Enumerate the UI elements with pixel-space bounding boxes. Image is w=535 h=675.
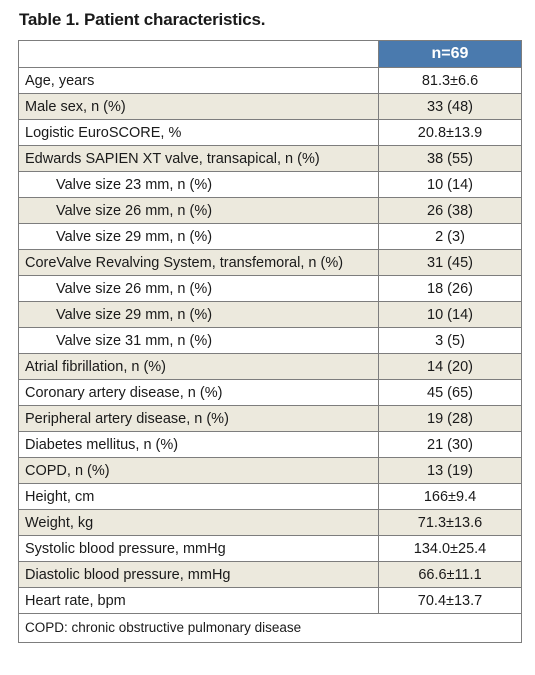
row-value: 70.4±13.7: [378, 587, 522, 614]
row-label: Valve size 26 mm, n (%): [18, 275, 379, 302]
row-value: 14 (20): [378, 353, 522, 380]
row-value: 66.6±11.1: [378, 561, 522, 588]
table-row: CoreValve Revalving System, transfemoral…: [18, 249, 522, 276]
row-label: Valve size 29 mm, n (%): [18, 301, 379, 328]
table-row: Weight, kg 71.3±13.6: [18, 509, 522, 536]
table-row: Coronary artery disease, n (%) 45 (65): [18, 379, 522, 406]
table-row: Diabetes mellitus, n (%) 21 (30): [18, 431, 522, 458]
row-label: Systolic blood pressure, mmHg: [18, 535, 379, 562]
table-row: Male sex, n (%) 33 (48): [18, 93, 522, 120]
table-row: Systolic blood pressure, mmHg 134.0±25.4: [18, 535, 522, 562]
row-value: 31 (45): [378, 249, 522, 276]
table-row: Valve size 23 mm, n (%) 10 (14): [18, 171, 522, 198]
table-row: Valve size 26 mm, n (%) 26 (38): [18, 197, 522, 224]
table-row: Valve size 29 mm, n (%) 2 (3): [18, 223, 522, 250]
row-value: 26 (38): [378, 197, 522, 224]
table-body: Age, years 81.3±6.6 Male sex, n (%) 33 (48)…: [18, 67, 522, 614]
row-label: COPD, n (%): [18, 457, 379, 484]
row-value: 20.8±13.9: [378, 119, 522, 146]
row-value: 21 (30): [378, 431, 522, 458]
table-row: Atrial fibrillation, n (%) 14 (20): [18, 353, 522, 380]
row-value: 18 (26): [378, 275, 522, 302]
footnote-row: COPD: chronic obstructive pulmonary dise…: [18, 613, 522, 643]
row-label: Heart rate, bpm: [18, 587, 379, 614]
table-header-row: n=69: [18, 40, 522, 68]
table-row: Peripheral artery disease, n (%) 19 (28): [18, 405, 522, 432]
row-label: Atrial fibrillation, n (%): [18, 353, 379, 380]
table-row: Diastolic blood pressure, mmHg 66.6±11.1: [18, 561, 522, 588]
row-label: Valve size 26 mm, n (%): [18, 197, 379, 224]
table-row: Heart rate, bpm 70.4±13.7: [18, 587, 522, 614]
patient-characteristics-table: n=69 Age, years 81.3±6.6 Male sex, n (%) 33…: [18, 40, 522, 643]
row-value: 10 (14): [378, 301, 522, 328]
header-label-cell: [18, 40, 379, 68]
footnote: COPD: chronic obstructive pulmonary dise…: [18, 613, 522, 643]
header-n-cell: n=69: [378, 40, 522, 68]
table-row: Valve size 26 mm, n (%) 18 (26): [18, 275, 522, 302]
row-label: Valve size 29 mm, n (%): [18, 223, 379, 250]
table-row: Valve size 31 mm, n (%) 3 (5): [18, 327, 522, 354]
row-value: 33 (48): [378, 93, 522, 120]
row-label: Diabetes mellitus, n (%): [18, 431, 379, 458]
row-label: Logistic EuroSCORE, %: [18, 119, 379, 146]
row-value: 19 (28): [378, 405, 522, 432]
row-value: 134.0±25.4: [378, 535, 522, 562]
table-row: Valve size 29 mm, n (%) 10 (14): [18, 301, 522, 328]
row-label: Male sex, n (%): [18, 93, 379, 120]
row-value: 2 (3): [378, 223, 522, 250]
row-label: Valve size 31 mm, n (%): [18, 327, 379, 354]
row-label: Peripheral artery disease, n (%): [18, 405, 379, 432]
row-value: 3 (5): [378, 327, 522, 354]
table-title: Table 1. Patient characteristics.: [19, 10, 266, 29]
row-label: Height, cm: [18, 483, 379, 510]
table-row: COPD, n (%) 13 (19): [18, 457, 522, 484]
row-label: Valve size 23 mm, n (%): [18, 171, 379, 198]
row-label: CoreValve Revalving System, transfemoral…: [18, 249, 379, 276]
row-value: 71.3±13.6: [378, 509, 522, 536]
row-value: 45 (65): [378, 379, 522, 406]
row-value: 81.3±6.6: [378, 67, 522, 94]
row-label: Edwards SAPIEN XT valve, transapical, n …: [18, 145, 379, 172]
table-row: Logistic EuroSCORE, % 20.8±13.9: [18, 119, 522, 146]
row-value: 38 (55): [378, 145, 522, 172]
table-row: Height, cm 166±9.4: [18, 483, 522, 510]
row-label: Diastolic blood pressure, mmHg: [18, 561, 379, 588]
row-value: 10 (14): [378, 171, 522, 198]
row-label: Coronary artery disease, n (%): [18, 379, 379, 406]
table-row: Edwards SAPIEN XT valve, transapical, n …: [18, 145, 522, 172]
row-value: 13 (19): [378, 457, 522, 484]
table-row: Age, years 81.3±6.6: [18, 67, 522, 94]
row-value: 166±9.4: [378, 483, 522, 510]
row-label: Age, years: [18, 67, 379, 94]
row-label: Weight, kg: [18, 509, 379, 536]
